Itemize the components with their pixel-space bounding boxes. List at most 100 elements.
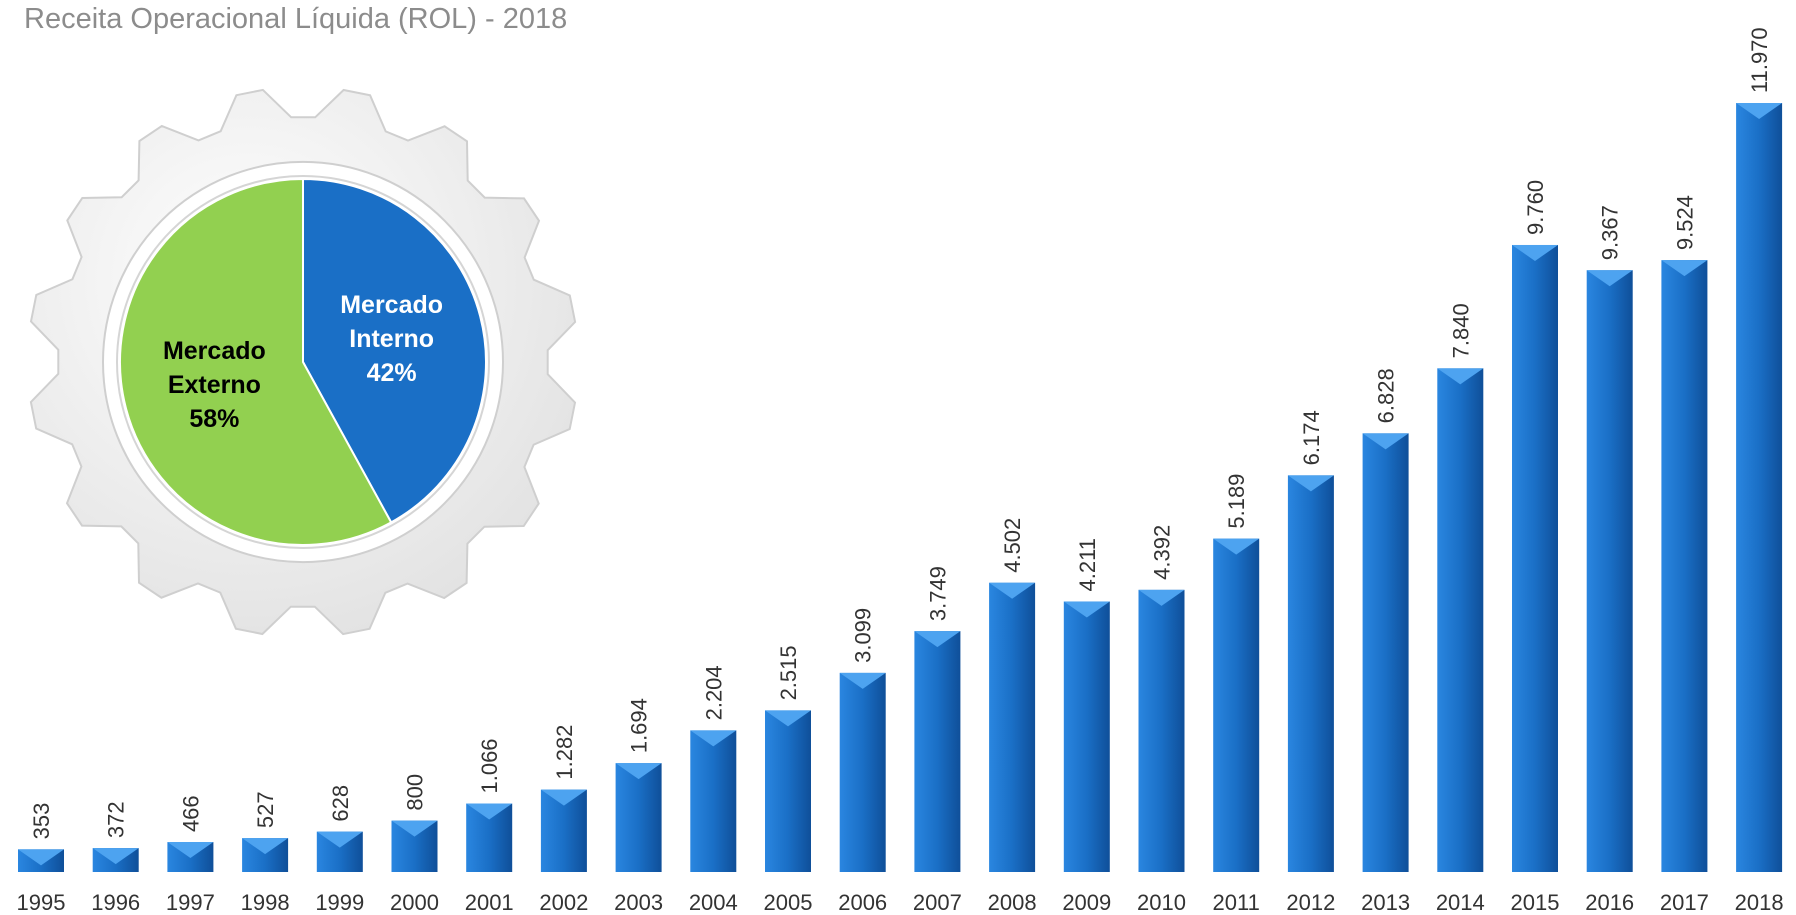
bar-cap xyxy=(242,838,289,855)
value-label: 1.694 xyxy=(627,698,652,753)
x-tick-label: 1995 xyxy=(17,890,66,915)
bar-cap xyxy=(1512,244,1558,261)
x-tick-label: 1999 xyxy=(315,890,364,915)
slice-label: Mercado Interno xyxy=(340,291,444,354)
value-label: 628 xyxy=(328,785,353,822)
x-tick-label: 1996 xyxy=(91,890,140,915)
value-label: 6.174 xyxy=(1299,410,1324,465)
value-label: 800 xyxy=(403,774,428,811)
value-label: 2.204 xyxy=(701,665,726,720)
gear xyxy=(29,88,577,636)
x-tick-label: 2014 xyxy=(1436,890,1485,915)
bar xyxy=(690,730,737,872)
value-label: 4.392 xyxy=(1150,525,1175,580)
x-tick-label: 2008 xyxy=(988,890,1037,915)
value-label: 9.524 xyxy=(1672,195,1697,250)
x-tick-label: 2001 xyxy=(465,890,514,915)
bar-cap xyxy=(1437,368,1484,385)
bar-cap xyxy=(540,789,587,806)
bar-cap xyxy=(1586,270,1633,287)
bar-cap xyxy=(690,730,737,747)
x-tick-label: 2006 xyxy=(838,890,887,915)
bar-cap xyxy=(765,710,811,727)
bar-cap xyxy=(1213,538,1260,555)
x-tick-label: 2004 xyxy=(689,890,738,915)
bar-cap xyxy=(167,842,214,859)
value-label: 5.189 xyxy=(1224,474,1249,529)
value-label: 6.828 xyxy=(1374,368,1399,423)
x-tick-label: 2003 xyxy=(614,890,663,915)
value-label: 9.760 xyxy=(1523,180,1548,235)
bar-cap xyxy=(1063,601,1110,618)
x-tick-label: 2010 xyxy=(1137,890,1186,915)
bar-cap xyxy=(615,763,662,780)
bar xyxy=(1586,270,1633,872)
pie-slice xyxy=(119,177,393,546)
slice-value: 58% xyxy=(189,404,240,433)
x-tick-label: 2018 xyxy=(1735,890,1784,915)
x-tick-label: 2000 xyxy=(390,890,439,915)
value-label: 1.282 xyxy=(552,725,577,780)
bar-cap xyxy=(914,631,961,648)
bars: 353 1995 372 1996 466 1997 527 1998 628 1999 800 20… xyxy=(17,27,1784,915)
bar-cap xyxy=(316,831,363,848)
bar xyxy=(914,631,961,872)
bar xyxy=(839,672,886,872)
x-tick-label: 2005 xyxy=(764,890,813,915)
bar xyxy=(989,582,1036,872)
x-tick-label: 2017 xyxy=(1660,890,1709,915)
x-tick-label: 2015 xyxy=(1511,890,1560,915)
bar-cap xyxy=(1287,475,1334,492)
bar-cap xyxy=(1362,433,1409,450)
x-tick-label: 2012 xyxy=(1286,890,1335,915)
bar-cap xyxy=(1138,589,1185,606)
value-label: 9.367 xyxy=(1598,205,1623,260)
bar-cap xyxy=(92,848,139,865)
bar-cap xyxy=(1661,260,1708,277)
value-label: 1.066 xyxy=(477,738,502,793)
x-tick-label: 2011 xyxy=(1213,890,1260,915)
x-tick-label: 2013 xyxy=(1361,890,1410,915)
bar-cap xyxy=(989,582,1036,599)
x-tick-label: 1998 xyxy=(241,890,290,915)
x-tick-label: 2002 xyxy=(539,890,588,915)
value-label: 4.211 xyxy=(1075,538,1100,591)
bar xyxy=(1063,601,1110,872)
value-label: 353 xyxy=(29,803,54,840)
bar xyxy=(1736,103,1783,872)
chart-title: Receita Operacional Líquida (ROL) - 2018 xyxy=(24,3,567,35)
bar xyxy=(765,710,811,872)
value-label: 2.515 xyxy=(776,645,801,700)
bar-cap xyxy=(1736,103,1783,119)
bar-cap xyxy=(466,803,513,820)
bar xyxy=(1661,260,1708,872)
bar xyxy=(615,763,662,872)
x-tick-label: 1997 xyxy=(166,890,215,915)
bar xyxy=(1512,244,1558,872)
value-label: 4.502 xyxy=(1000,518,1025,573)
value-label: 3.749 xyxy=(925,566,950,621)
pie-slice xyxy=(302,177,487,524)
bar-cap xyxy=(18,849,64,866)
slice-value: 42% xyxy=(366,359,417,388)
value-label: 372 xyxy=(104,801,129,838)
value-label: 466 xyxy=(178,795,203,832)
slice-label: Mercado Externo xyxy=(162,336,266,399)
value-label: 7.840 xyxy=(1448,303,1473,358)
bar xyxy=(1287,475,1334,872)
x-tick-label: 2009 xyxy=(1062,890,1111,915)
value-label: 3.099 xyxy=(851,608,876,663)
bar xyxy=(1138,589,1185,872)
value-label: 527 xyxy=(253,791,278,828)
x-tick-label: 2016 xyxy=(1585,890,1634,915)
value-label: 11.970 xyxy=(1747,27,1772,93)
pie xyxy=(116,175,490,549)
bar-cap xyxy=(839,672,886,689)
bar-cap xyxy=(391,820,438,837)
bar xyxy=(1362,433,1409,872)
bar xyxy=(1437,368,1484,872)
x-tick-label: 2007 xyxy=(913,890,962,915)
bar xyxy=(1213,538,1260,872)
